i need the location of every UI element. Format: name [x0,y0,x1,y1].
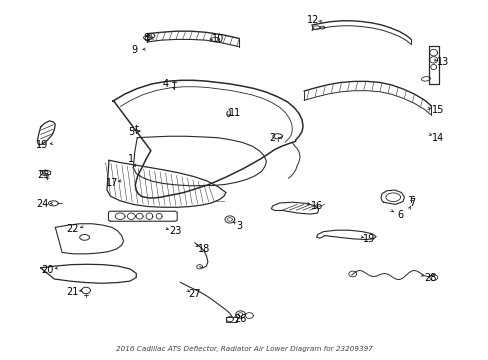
Text: 13: 13 [436,57,448,67]
Text: 11: 11 [228,108,241,118]
Text: 12: 12 [306,15,318,26]
Text: 24: 24 [36,199,48,210]
Text: 19: 19 [362,234,374,244]
Text: 16: 16 [310,201,322,211]
Text: 6: 6 [397,210,403,220]
Text: 28: 28 [424,273,436,283]
Text: 19: 19 [36,140,48,150]
Text: 3: 3 [236,221,242,231]
Text: 10: 10 [211,35,224,44]
Text: 27: 27 [188,289,201,299]
Text: 2: 2 [269,133,275,143]
Text: 25: 25 [37,170,50,180]
Text: 21: 21 [66,287,79,297]
Text: 7: 7 [409,198,415,208]
Text: 15: 15 [431,105,444,115]
Text: 26: 26 [234,314,246,324]
Text: 14: 14 [431,133,444,143]
Text: 9: 9 [131,45,138,55]
Text: 1: 1 [128,154,134,164]
Text: 4: 4 [162,79,168,89]
Text: 17: 17 [105,178,118,188]
Text: 2016 Cadillac ATS Deflector, Radiator Air Lower Diagram for 23209397: 2016 Cadillac ATS Deflector, Radiator Ai… [116,346,372,352]
Text: 20: 20 [41,265,53,275]
Text: 23: 23 [169,226,181,236]
Text: 5: 5 [128,127,134,136]
Text: 8: 8 [142,33,149,43]
Text: 22: 22 [66,225,79,234]
Text: 18: 18 [198,244,210,254]
